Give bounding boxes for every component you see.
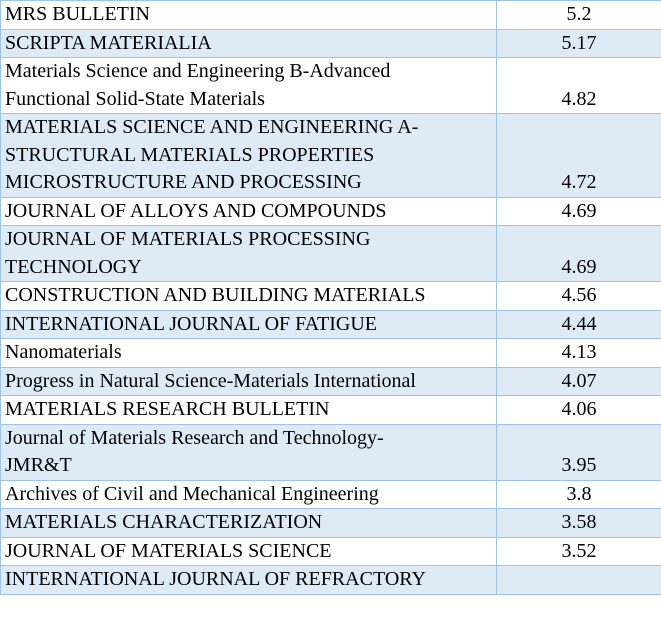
table-row: Materials Science and Engineering B-Adva… — [0, 57, 661, 114]
journal-name-line: JOURNAL OF MATERIALS PROCESSING — [5, 228, 371, 250]
journal-name-cell: MRS BULLETIN — [0, 0, 497, 30]
journal-name-cell: MATERIALS RESEARCH BULLETIN — [0, 395, 497, 425]
journal-name-line: Progress in Natural Science-Materials In… — [5, 369, 416, 392]
journal-name-cell: Archives of Civil and Mechanical Enginee… — [0, 479, 497, 509]
journal-name-line: Archives of Civil and Mechanical Enginee… — [5, 482, 379, 505]
impact-factor-cell — [496, 565, 661, 595]
impact-factor-cell: 4.06 — [496, 395, 661, 425]
journal-name-cell: SCRIPTA MATERIALIA — [0, 28, 497, 58]
journal-name-cell: Nanomaterials — [0, 338, 497, 368]
impact-factor-cell: 4.13 — [496, 338, 661, 368]
impact-factor-cell: 3.8 — [496, 479, 661, 509]
journal-name-line: Nanomaterials — [5, 341, 122, 363]
journal-name-cell: INTERNATIONAL JOURNAL OF REFRACTORY — [0, 565, 497, 595]
journal-name-cell: Materials Science and Engineering B-Adva… — [0, 57, 497, 114]
journal-name-line: MATERIALS SCIENCE AND ENGINEERING A- — [5, 116, 419, 138]
table-row: Nanomaterials 4.13 — [0, 338, 661, 368]
journal-name-cell: JOURNAL OF MATERIALS SCIENCE — [0, 536, 497, 566]
impact-factor-cell: 3.58 — [496, 508, 661, 538]
table-row: Progress in Natural Science-Materials In… — [0, 366, 661, 396]
journal-name-line: MATERIALS CHARACTERIZATION — [5, 511, 323, 533]
impact-factor-cell: 5.2 — [496, 0, 661, 30]
journal-name-line: JOURNAL OF ALLOYS AND COMPOUNDS — [5, 199, 387, 222]
journal-table-body: MRS BULLETIN 5.2 SCRIPTA MATERIALIA 5.17 Mat… — [0, 0, 661, 595]
impact-factor-cell: 4.56 — [496, 281, 661, 311]
journal-name-cell: Journal of Materials Research and Techno… — [0, 423, 497, 481]
table-row: INTERNATIONAL JOURNAL OF REFRACTORY — [0, 565, 661, 595]
journal-name-line: Materials Science and Engineering B-Adva… — [5, 60, 391, 82]
table-row: INTERNATIONAL JOURNAL OF FATIGUE 4.44 — [0, 309, 661, 339]
table-row: MATERIALS RESEARCH BULLETIN 4.06 — [0, 395, 661, 425]
impact-factor-cell: 4.44 — [496, 309, 661, 339]
journal-name-line: JMR&T — [5, 454, 72, 476]
journal-name-line: CONSTRUCTION AND BUILDING MATERIALS — [5, 284, 426, 306]
table-row: JOURNAL OF MATERIALS PROCESSING TECHNOLOG… — [0, 225, 661, 282]
table-row: MATERIALS SCIENCE AND ENGINEERING A- STRU… — [0, 113, 661, 198]
journal-name-line: INTERNATIONAL JOURNAL OF FATIGUE — [5, 312, 378, 335]
journal-name-line: JOURNAL OF MATERIALS SCIENCE — [5, 539, 332, 562]
journal-name-cell: JOURNAL OF ALLOYS AND COMPOUNDS — [0, 196, 497, 226]
journal-name-line: INTERNATIONAL JOURNAL OF REFRACTORY — [5, 568, 426, 590]
impact-factor-cell: 4.07 — [496, 366, 661, 396]
table-row: MATERIALS CHARACTERIZATION 3.58 — [0, 508, 661, 538]
table-row: JOURNAL OF ALLOYS AND COMPOUNDS 4.69 — [0, 196, 661, 226]
journal-name-cell: MATERIALS SCIENCE AND ENGINEERING A- STRU… — [0, 113, 497, 198]
table-row: JOURNAL OF MATERIALS SCIENCE 3.52 — [0, 536, 661, 566]
journal-name-cell: Progress in Natural Science-Materials In… — [0, 366, 497, 396]
journal-name-cell: JOURNAL OF MATERIALS PROCESSING TECHNOLOG… — [0, 225, 497, 282]
journal-name-line: MATERIALS RESEARCH BULLETIN — [5, 398, 330, 420]
journal-name-line: MRS BULLETIN — [5, 3, 150, 25]
impact-factor-cell: 3.95 — [496, 423, 661, 481]
impact-factor-cell: 3.52 — [496, 536, 661, 566]
impact-factor-cell: 5.17 — [496, 28, 661, 58]
table-row: Archives of Civil and Mechanical Enginee… — [0, 479, 661, 509]
journal-name-line: Functional Solid-State Materials — [5, 87, 265, 110]
table-row: SCRIPTA MATERIALIA 5.17 — [0, 28, 661, 58]
journal-name-line: SCRIPTA MATERIALIA — [5, 31, 212, 54]
impact-factor-cell: 4.72 — [496, 113, 661, 198]
journal-name-cell: CONSTRUCTION AND BUILDING MATERIALS — [0, 281, 497, 311]
journal-name-line: TECHNOLOGY — [5, 255, 142, 278]
table-row: CONSTRUCTION AND BUILDING MATERIALS 4.56 — [0, 281, 661, 311]
journal-name-cell: MATERIALS CHARACTERIZATION — [0, 508, 497, 538]
impact-factor-cell: 4.82 — [496, 57, 661, 114]
journal-name-cell: INTERNATIONAL JOURNAL OF FATIGUE — [0, 309, 497, 339]
journal-name-line: MICROSTRUCTURE AND PROCESSING — [5, 171, 362, 193]
journal-impact-table: MRS BULLETIN 5.2 SCRIPTA MATERIALIA 5.17 Mat… — [0, 0, 661, 595]
journal-name-line: STRUCTURAL MATERIALS PROPERTIES — [5, 143, 375, 166]
journal-name-line: Journal of Materials Research and Techno… — [5, 426, 384, 449]
table-row: Journal of Materials Research and Techno… — [0, 423, 661, 481]
impact-factor-cell: 4.69 — [496, 225, 661, 282]
impact-factor-cell: 4.69 — [496, 196, 661, 226]
table-row: MRS BULLETIN 5.2 — [0, 0, 661, 30]
